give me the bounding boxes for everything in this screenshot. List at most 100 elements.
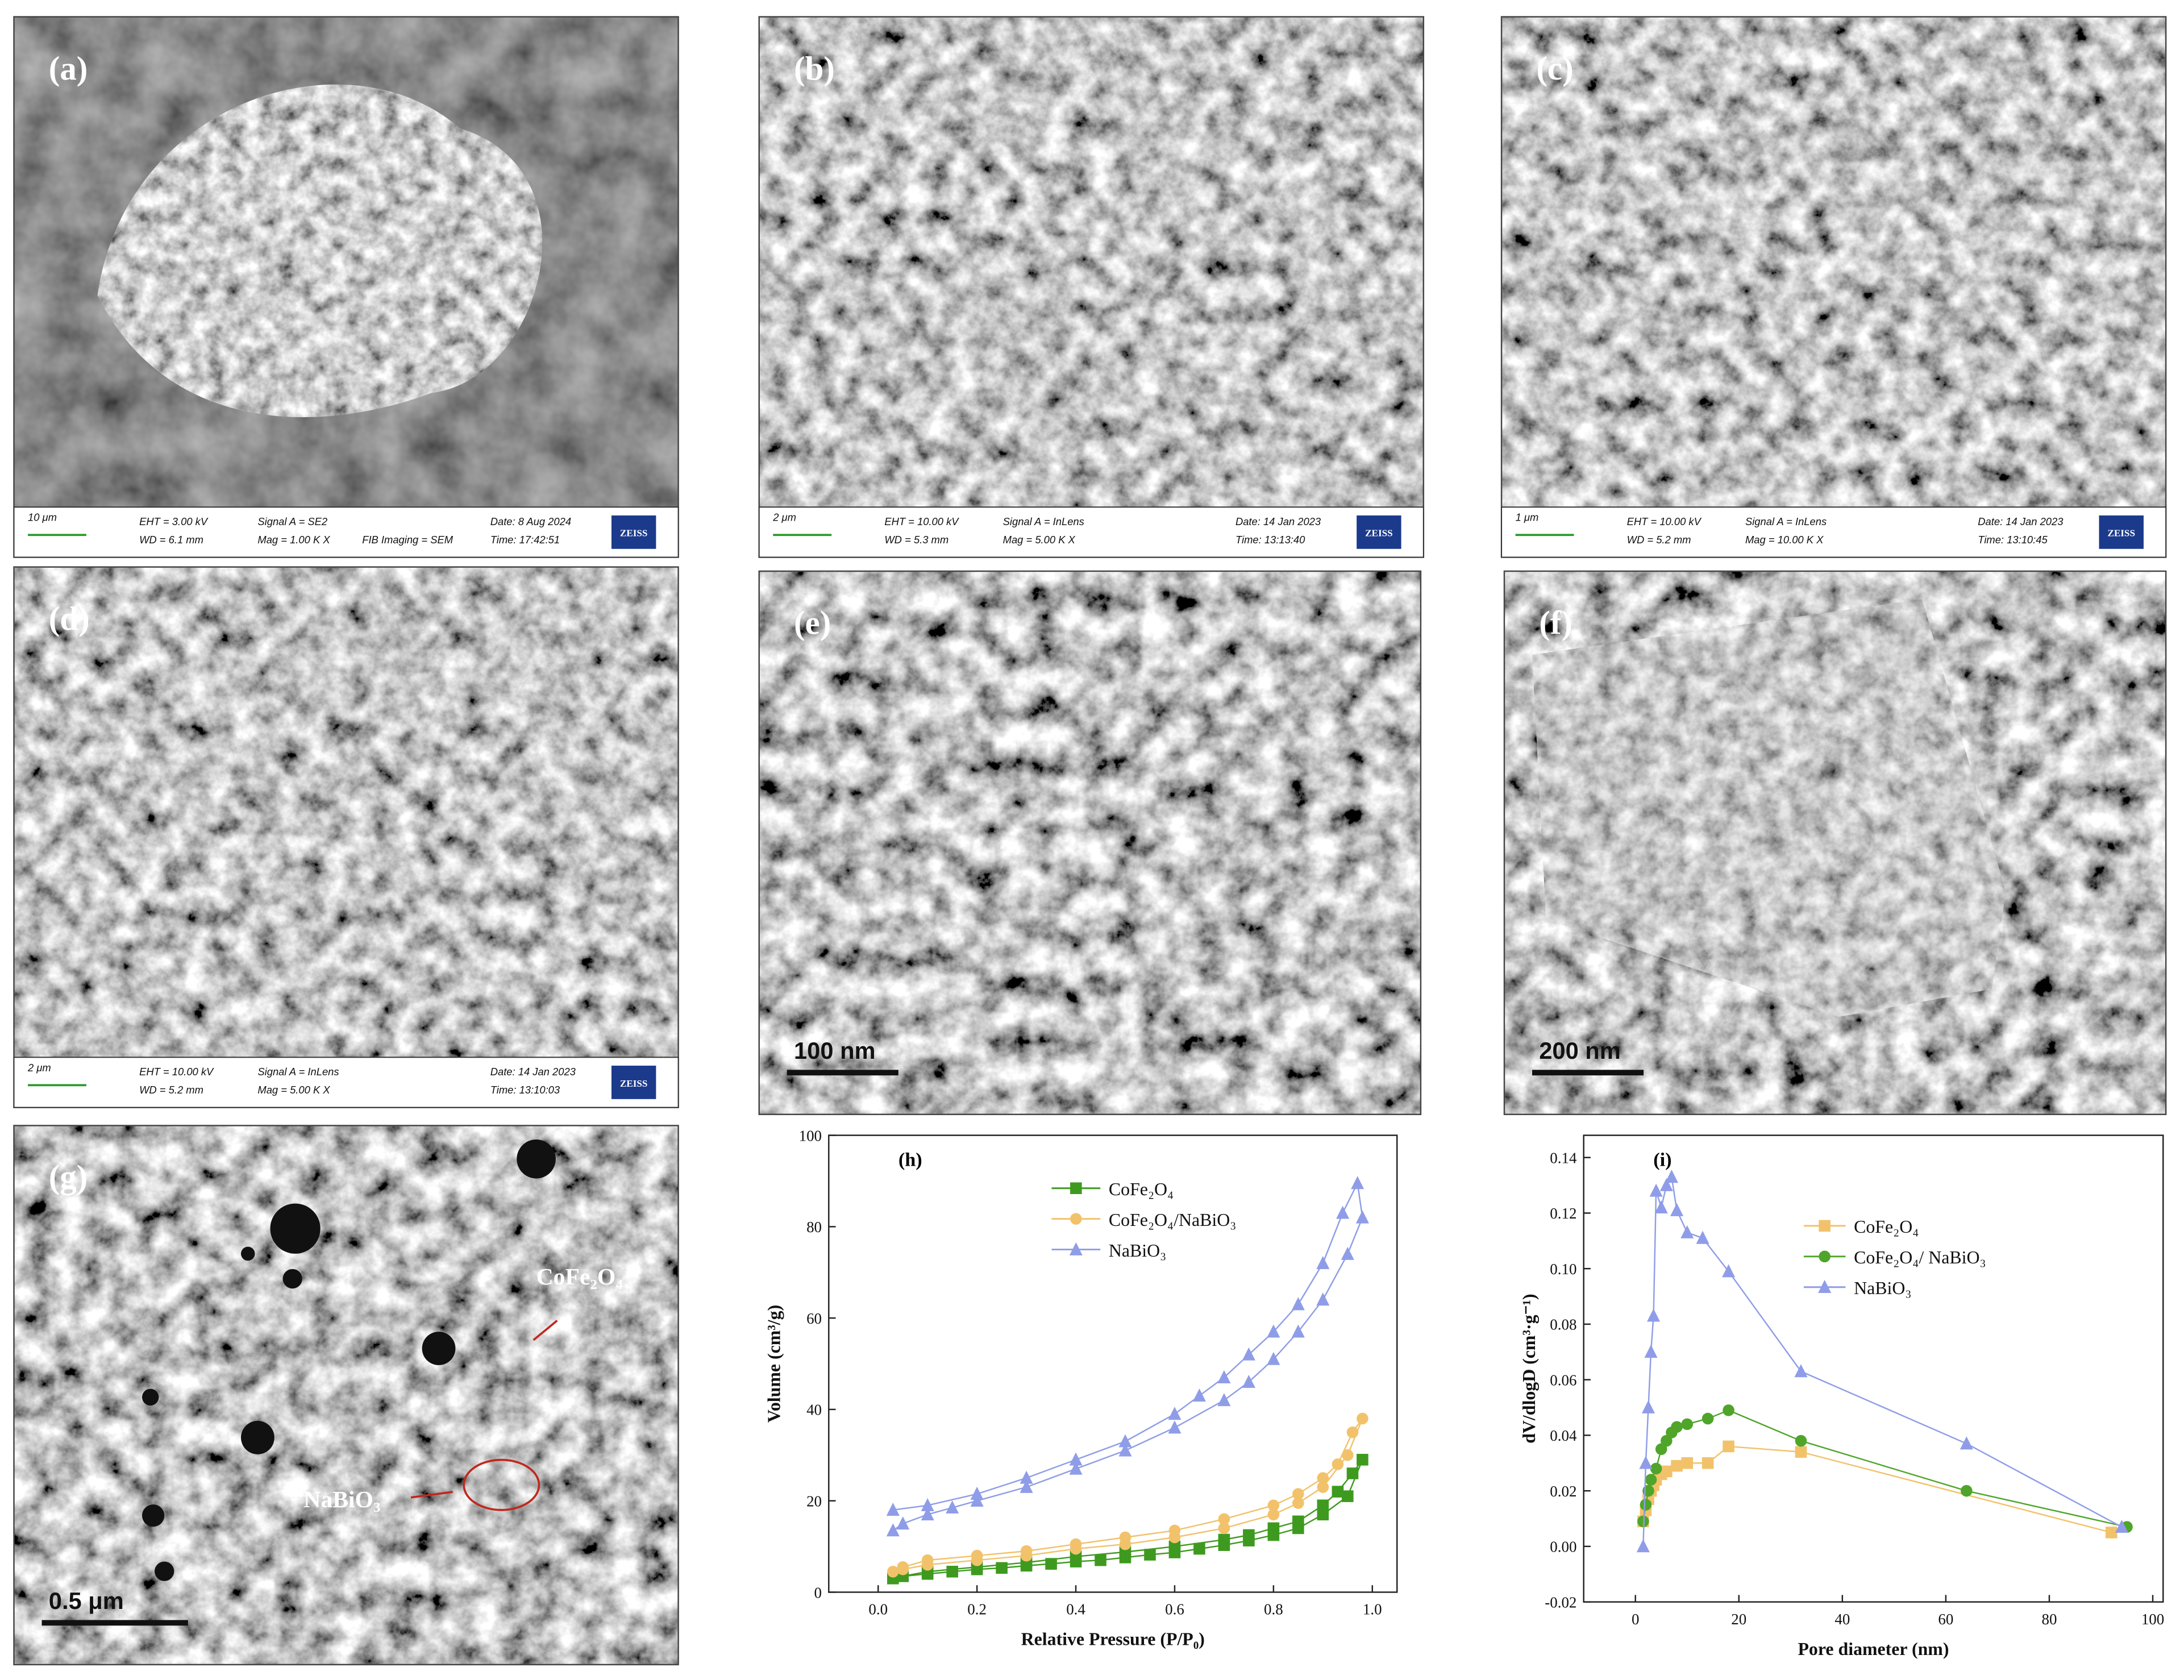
y-tick-label: 100 <box>799 1127 822 1144</box>
y-tick-label: 0.02 <box>1550 1483 1576 1500</box>
legend-marker <box>1818 1279 1832 1294</box>
x-tick-label: 1.0 <box>1363 1601 1382 1618</box>
marker <box>1267 1499 1280 1512</box>
marker <box>946 1500 959 1514</box>
marker <box>1641 1400 1655 1413</box>
x-tick-label: 0.6 <box>1165 1601 1184 1618</box>
legend-marker <box>1069 1242 1083 1255</box>
marker <box>1193 1542 1205 1555</box>
marker <box>1794 1364 1808 1378</box>
chart-title: (i) <box>1653 1149 1671 1171</box>
sphere <box>142 1504 165 1527</box>
info-bar <box>758 506 1424 558</box>
marker <box>1681 1457 1694 1469</box>
marker <box>1192 1388 1206 1402</box>
info-text: FIB Imaging = SEM <box>362 534 454 546</box>
marker <box>1069 1452 1083 1466</box>
info-text: Signal A = InLens <box>1745 515 1827 527</box>
marker <box>1644 1345 1658 1358</box>
x-axis-title: Relative Pressure (P/P₀) <box>1021 1629 1205 1649</box>
sphere <box>241 1421 274 1454</box>
marker <box>1961 1484 1973 1497</box>
marker <box>1336 1205 1350 1219</box>
marker <box>1020 1545 1033 1557</box>
y-tick-label: 80 <box>806 1219 822 1236</box>
panel-label: (d) <box>49 600 90 637</box>
marker <box>1218 1533 1230 1546</box>
x-tick-label: 0.8 <box>1264 1601 1283 1618</box>
panel-label: (g) <box>49 1159 88 1196</box>
info-text: WD = 5.3 mm <box>884 534 949 546</box>
marker <box>1267 1324 1280 1338</box>
marker <box>1960 1436 1973 1450</box>
marker <box>1317 1481 1329 1493</box>
y-tick-label: -0.02 <box>1545 1594 1576 1611</box>
marker <box>1341 1246 1354 1260</box>
info-text: Mag = 1.00 K X <box>257 534 330 546</box>
marker <box>1650 1462 1662 1475</box>
marker <box>921 1554 934 1566</box>
marker <box>1332 1486 1344 1498</box>
marker <box>1654 1200 1668 1213</box>
marker <box>1346 1426 1359 1438</box>
y-tick-label: 20 <box>806 1493 822 1510</box>
marker <box>1332 1458 1344 1470</box>
marker <box>1119 1531 1131 1544</box>
info-bar <box>1501 506 2167 558</box>
chart-title: (h) <box>898 1149 922 1171</box>
marker <box>1659 1178 1673 1191</box>
marker <box>1020 1470 1033 1484</box>
y-tick-label: 0.00 <box>1550 1538 1576 1556</box>
marker <box>1317 1508 1329 1521</box>
sphere <box>282 1269 302 1289</box>
info-text: EHT = 10.00 kV <box>884 515 959 527</box>
marker <box>1702 1457 1714 1469</box>
logo-box <box>1357 515 1401 549</box>
marker <box>1217 1393 1231 1407</box>
marker <box>1168 1540 1181 1553</box>
marker <box>1118 1434 1132 1448</box>
series-line <box>1642 1409 2127 1528</box>
scale-bar <box>41 1620 188 1626</box>
y-tick-label: 0.06 <box>1550 1371 1576 1388</box>
marker <box>1168 1524 1181 1537</box>
marker <box>1722 1264 1736 1278</box>
highlight <box>463 1458 540 1511</box>
panel-border <box>1503 570 2167 1116</box>
info-text: Time: 13:10:45 <box>1978 534 2048 546</box>
marker <box>1702 1412 1714 1425</box>
marker <box>1696 1230 1709 1244</box>
info-text: Time: 17:42:51 <box>490 534 560 546</box>
x-tick-label: 100 <box>2141 1611 2164 1628</box>
legend-label: CoFe₂O₄/NaBiO₃ <box>1109 1210 1236 1230</box>
micrograph: (e) 100 nm <box>758 570 1422 1116</box>
marker <box>1168 1407 1182 1420</box>
marker <box>1317 1472 1329 1484</box>
marker <box>1357 1454 1368 1466</box>
marker <box>1168 1420 1182 1434</box>
annotation: CoFe₂O₄ <box>536 1264 623 1290</box>
info-bar <box>13 1057 679 1108</box>
logo: ZEISS <box>620 528 648 539</box>
marker <box>1217 1370 1231 1383</box>
x-tick-label: 80 <box>2041 1611 2057 1628</box>
marker <box>970 1486 984 1500</box>
marker <box>1636 1539 1650 1553</box>
scale-label: 200 nm <box>1539 1037 1621 1064</box>
marker <box>1795 1434 1807 1447</box>
micrograph: (a) 10 μm EHT = 3.00 kV Signal A = SE2 Date:… <box>13 16 679 558</box>
marker <box>1267 1352 1280 1365</box>
marker <box>1346 1467 1359 1479</box>
info-text: Mag = 10.00 K X <box>1745 534 1824 546</box>
marker <box>1671 1459 1683 1472</box>
y-tick-label: 0 <box>814 1584 822 1601</box>
marker <box>1243 1529 1255 1541</box>
marker <box>1680 1225 1694 1238</box>
marker <box>996 1562 1008 1574</box>
plot-frame <box>828 1134 1398 1593</box>
sphere <box>517 1139 556 1179</box>
scale-bar <box>787 1070 898 1076</box>
marker <box>1095 1554 1106 1566</box>
legend-label: CoFe₂O₄ <box>1109 1179 1174 1199</box>
marker <box>1045 1558 1057 1570</box>
